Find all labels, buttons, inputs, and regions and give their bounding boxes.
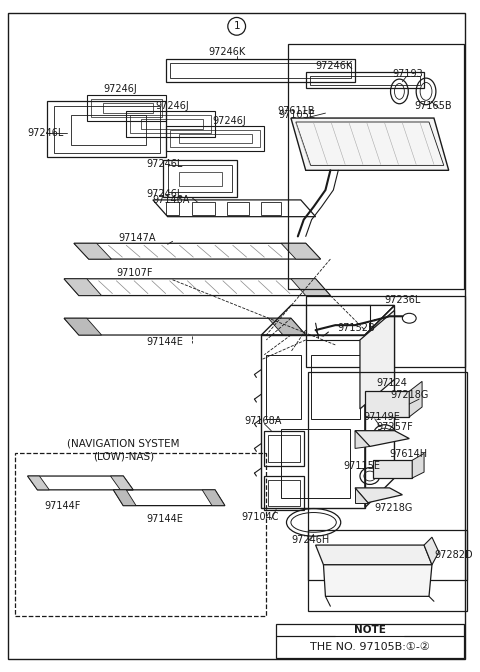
Text: 97257F: 97257F: [377, 422, 413, 431]
Polygon shape: [64, 319, 102, 335]
Polygon shape: [412, 454, 424, 478]
Polygon shape: [424, 537, 439, 564]
Bar: [276, 624, 464, 657]
Text: 97282D: 97282D: [434, 550, 472, 560]
Polygon shape: [355, 488, 368, 503]
Text: 1: 1: [233, 22, 240, 32]
Polygon shape: [281, 243, 321, 259]
Text: 97611B: 97611B: [277, 106, 314, 116]
Polygon shape: [28, 476, 49, 490]
Text: NOTE: NOTE: [354, 625, 386, 635]
Text: 97218G: 97218G: [375, 503, 413, 513]
Text: 97124: 97124: [377, 378, 408, 388]
Polygon shape: [315, 545, 432, 564]
Text: 97246J: 97246J: [156, 101, 190, 111]
Polygon shape: [110, 476, 133, 490]
Polygon shape: [355, 431, 409, 446]
Text: 97104C: 97104C: [241, 513, 279, 522]
Text: 97246J: 97246J: [212, 116, 246, 126]
Polygon shape: [365, 391, 409, 417]
Text: 97193: 97193: [393, 69, 423, 79]
Text: 97144F: 97144F: [44, 501, 81, 511]
Text: 97246L: 97246L: [28, 128, 64, 138]
Text: 97246K: 97246K: [208, 47, 245, 57]
Text: 97614H: 97614H: [390, 450, 428, 460]
Text: 97218G: 97218G: [391, 390, 429, 400]
Text: 97246K: 97246K: [315, 60, 353, 71]
Polygon shape: [268, 319, 306, 335]
Polygon shape: [355, 431, 370, 448]
Polygon shape: [291, 118, 449, 170]
Polygon shape: [324, 564, 432, 596]
Text: 97105E: 97105E: [278, 110, 315, 120]
Bar: [308, 530, 468, 611]
Bar: [308, 372, 468, 579]
Text: 97165B: 97165B: [414, 101, 452, 111]
Polygon shape: [74, 243, 111, 259]
Text: 97149E: 97149E: [363, 412, 400, 422]
Polygon shape: [202, 490, 225, 505]
Polygon shape: [373, 460, 412, 478]
Polygon shape: [113, 490, 136, 505]
Bar: [288, 44, 464, 289]
Text: 97246L: 97246L: [146, 159, 182, 169]
Text: THE NO. 97105B:①-②: THE NO. 97105B:①-②: [310, 642, 430, 652]
Text: 97144E: 97144E: [146, 337, 183, 347]
Text: 97246L: 97246L: [146, 189, 182, 199]
Polygon shape: [355, 488, 402, 503]
Text: 97147A: 97147A: [119, 233, 156, 243]
Text: 97168A: 97168A: [245, 416, 282, 426]
Text: (LOW)-NAS): (LOW)-NAS): [93, 452, 154, 461]
Text: 97146A: 97146A: [153, 195, 190, 205]
Text: 97246J: 97246J: [104, 85, 137, 95]
Bar: [306, 296, 466, 366]
Text: 97246H: 97246H: [291, 535, 329, 545]
Polygon shape: [291, 279, 330, 296]
Text: 97107F: 97107F: [116, 268, 153, 278]
Text: 97115E: 97115E: [343, 461, 380, 471]
Text: 97144E: 97144E: [146, 515, 183, 524]
Polygon shape: [64, 279, 102, 296]
Text: 97236L: 97236L: [384, 296, 421, 306]
Text: 97152B: 97152B: [337, 323, 375, 333]
Bar: [15, 454, 266, 616]
Text: (NAVIGATION SYSTEM: (NAVIGATION SYSTEM: [67, 439, 180, 448]
Polygon shape: [360, 310, 395, 409]
Polygon shape: [409, 382, 422, 417]
